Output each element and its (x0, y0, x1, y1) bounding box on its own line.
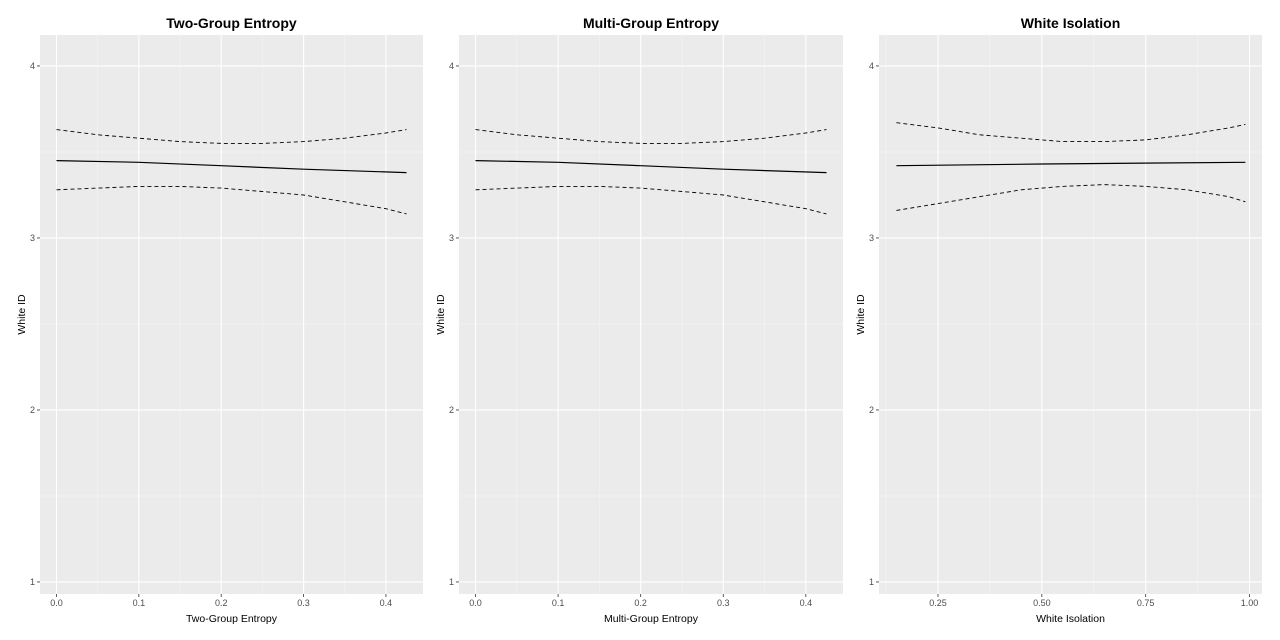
x-tick-label: 0.1 (133, 598, 146, 608)
panel-2 (456, 35, 843, 597)
y-tick-label: 1 (449, 577, 454, 587)
x-tick-label: 0.0 (50, 598, 63, 608)
x-tick-label: 0.2 (634, 598, 647, 608)
estimate-line (475, 160, 827, 174)
confidence-bound-line (56, 129, 407, 144)
y-tick-label: 3 (449, 233, 454, 243)
panel-3 (876, 35, 1262, 597)
chart-title: White Isolation (1021, 15, 1121, 31)
y-axis-label: White ID (435, 294, 447, 335)
x-tick-label: 0.4 (380, 598, 393, 608)
x-tick-label: 0.4 (800, 598, 813, 608)
x-tick-label: 1.00 (1241, 598, 1259, 608)
y-tick-label: 3 (869, 233, 874, 243)
y-tick-label: 1 (30, 577, 35, 587)
x-tick-label: 0.3 (297, 598, 310, 608)
y-tick-label: 4 (869, 61, 874, 71)
estimate-line (56, 160, 407, 174)
confidence-bound-line (56, 185, 407, 215)
confidence-bound-line (896, 184, 1246, 211)
x-tick-label: 0.1 (552, 598, 565, 608)
x-tick-label: 0.0 (469, 598, 482, 608)
chart-title: Multi-Group Entropy (583, 15, 719, 31)
panel-background (40, 35, 423, 594)
x-tick-label: 0.2 (215, 598, 228, 608)
estimate-line (896, 161, 1246, 167)
x-tick-label: 0.50 (1033, 598, 1051, 608)
panel-1 (37, 35, 423, 597)
y-tick-label: 4 (30, 61, 35, 71)
y-tick-label: 1 (869, 577, 874, 587)
x-tick-label: 0.75 (1137, 598, 1155, 608)
panel-background (879, 35, 1262, 594)
x-axis-label: White Isolation (1036, 613, 1105, 625)
y-tick-label: 2 (449, 405, 454, 415)
confidence-bound-line (475, 185, 827, 215)
y-axis-label: White ID (16, 294, 28, 335)
y-tick-label: 4 (449, 61, 454, 71)
x-axis-label: Multi-Group Entropy (604, 613, 699, 625)
x-tick-label: 0.25 (929, 598, 947, 608)
y-tick-label: 2 (30, 405, 35, 415)
panel-background (459, 35, 843, 594)
y-axis-label: White ID (855, 294, 867, 335)
x-tick-label: 0.3 (717, 598, 730, 608)
y-tick-label: 2 (869, 405, 874, 415)
confidence-bound-line (475, 129, 827, 144)
y-tick-label: 3 (30, 233, 35, 243)
x-axis-label: Two-Group Entropy (186, 613, 278, 625)
chart-title: Two-Group Entropy (166, 15, 297, 31)
